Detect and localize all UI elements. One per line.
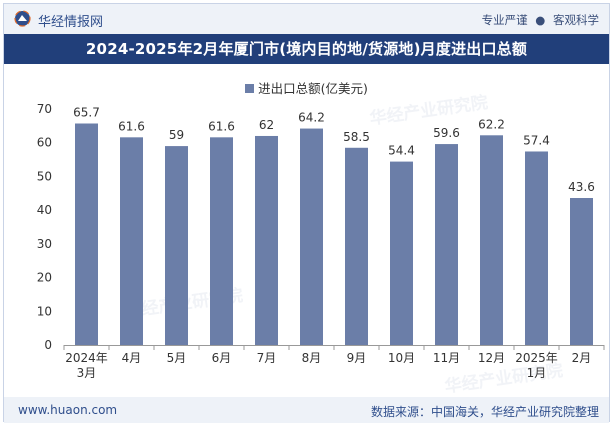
data-label: 62 <box>259 118 274 132</box>
footer-source: 数据来源：中国海关，华经产业研究院整理 <box>370 405 599 419</box>
y-tick-label: 30 <box>37 237 52 251</box>
data-label: 59.6 <box>433 126 460 140</box>
x-tick-label: 2月 <box>572 351 592 365</box>
x-tick-label: 2025年 <box>515 351 558 365</box>
footer-bar: www.huaon.com 数据来源：中国海关，华经产业研究院整理 <box>4 397 609 423</box>
x-tick-label: 1月 <box>527 366 547 380</box>
bar-9 <box>435 144 458 345</box>
bar-10 <box>480 135 503 345</box>
y-tick-label: 70 <box>37 102 52 116</box>
x-tick-label: 4月 <box>122 351 142 365</box>
y-tick-label: 50 <box>37 169 52 183</box>
bar-6 <box>300 128 323 345</box>
x-tick-label: 9月 <box>347 351 367 365</box>
data-label: 59 <box>169 128 184 142</box>
data-label: 58.5 <box>343 130 370 144</box>
x-tick-label: 12月 <box>478 351 505 365</box>
bar-8 <box>390 161 413 345</box>
y-tick-label: 40 <box>37 203 52 217</box>
bar-4 <box>210 137 233 345</box>
chart-legend[interactable]: 进出口总额(亿美元) <box>4 78 609 97</box>
bar-2 <box>120 137 143 345</box>
y-tick-label: 10 <box>37 304 52 318</box>
bar-7 <box>345 147 368 345</box>
slogan-dot: ● <box>535 13 546 27</box>
data-label: 62.2 <box>478 117 505 131</box>
data-label: 64.2 <box>298 111 325 125</box>
x-tick-label: 8月 <box>302 351 322 365</box>
data-label: 57.4 <box>523 133 550 147</box>
x-tick-label: 5月 <box>167 351 187 365</box>
slogan-right: 客观科学 <box>553 13 599 27</box>
footer-site-link[interactable]: www.huaon.com <box>18 403 118 417</box>
x-tick-label: 7月 <box>257 351 277 365</box>
data-label: 65.7 <box>73 105 100 119</box>
chart-title: 2024-2025年2月年厦门市(境内目的地/货源地)月度进出口总额 <box>4 34 609 64</box>
x-tick-label: 6月 <box>212 351 232 365</box>
slogan-left: 专业严谨 <box>481 13 528 27</box>
x-tick-label: 11月 <box>433 351 460 365</box>
bar-3 <box>165 146 188 345</box>
legend-swatch <box>245 84 255 93</box>
bar-5 <box>255 135 278 345</box>
legend-label: 进出口总额(亿美元) <box>258 81 368 96</box>
bar-1 <box>75 123 98 345</box>
x-tick-label: 2024年 <box>65 351 108 365</box>
bar-11 <box>525 151 548 345</box>
data-label: 43.6 <box>568 180 595 194</box>
y-tick-label: 60 <box>37 136 52 150</box>
bar-12 <box>570 198 593 345</box>
x-tick-label: 3月 <box>77 366 97 380</box>
chart-frame: 华经情报网 专业严谨 ● 客观科学 2024-2025年2月年厦门市(境内目的地… <box>3 3 610 423</box>
y-tick-label: 0 <box>44 338 52 352</box>
data-label: 61.6 <box>118 119 145 133</box>
brand-name[interactable]: 华经情报网 <box>38 15 104 30</box>
top-bar: 华经情报网 专业严谨 ● 客观科学 <box>4 4 609 34</box>
slogan: 专业严谨 ● 客观科学 <box>482 12 599 28</box>
data-label: 54.4 <box>388 144 415 158</box>
y-tick-label: 20 <box>37 271 52 285</box>
data-label: 61.6 <box>208 119 235 133</box>
x-tick-label: 10月 <box>388 351 415 365</box>
huajing-logo-icon <box>14 10 31 27</box>
